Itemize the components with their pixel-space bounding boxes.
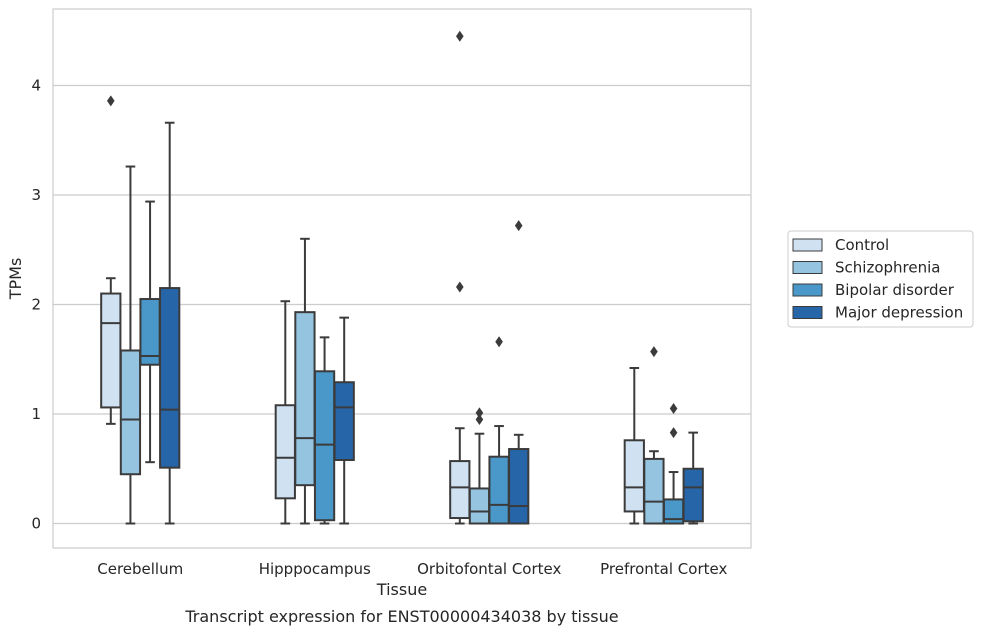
box-iqr: [333, 381, 355, 461]
box-major-depression: [508, 220, 530, 525]
box-major-depression: [682, 431, 704, 525]
box-major-depression: [333, 316, 355, 525]
box-iqr: [623, 439, 645, 513]
outlier-point: [669, 427, 678, 439]
legend-label: Bipolar disorder: [835, 281, 955, 299]
box-control: [100, 95, 122, 425]
legend-swatch: [792, 238, 823, 252]
x-tick-label: Cerebellum: [97, 560, 183, 578]
outlier-point: [669, 403, 678, 415]
box-iqr: [274, 404, 296, 500]
outlier-point: [514, 220, 523, 232]
x-tick-label: Prefrontal Cortex: [600, 560, 727, 578]
box-iqr: [488, 455, 510, 525]
x-tick-label: Hipppocampus: [259, 560, 371, 578]
box-iqr: [139, 298, 161, 366]
x-axis-ticks: Cerebellum Hipppocampus Orbitofontal Corte…: [97, 560, 727, 578]
chart-caption: Transcript expression for ENST0000043403…: [184, 607, 618, 626]
outlier-point: [475, 413, 484, 425]
box-iqr: [449, 460, 471, 520]
outlier-point: [107, 95, 115, 107]
box-iqr: [119, 349, 142, 476]
box-iqr: [294, 311, 316, 487]
box-control: [449, 30, 471, 525]
y-tick-label: 1: [31, 405, 41, 423]
y-tick-label: 2: [31, 296, 41, 314]
legend: Control Schizophrenia Bipolar disorder Majo…: [787, 230, 974, 328]
y-tick-label: 4: [31, 77, 41, 95]
box-iqr: [100, 292, 122, 409]
y-axis-ticks: 0 1 2 3 4: [31, 77, 41, 533]
y-tick-label: 0: [31, 515, 41, 533]
outlier-point: [650, 346, 658, 358]
plot-area-frame: [52, 8, 752, 549]
legend-label: Control: [835, 236, 889, 254]
box-iqr: [508, 448, 530, 525]
y-axis-label: TPMs: [6, 258, 25, 301]
x-tick-label: Orbitofontal Cortex: [417, 560, 561, 578]
box-iqr: [682, 467, 704, 523]
outlier-point: [456, 281, 464, 293]
box-schizophrenia: [643, 346, 665, 525]
outlier-point: [475, 407, 484, 419]
box-control: [623, 367, 645, 525]
box-iqr: [159, 287, 181, 469]
y-tick-label: 3: [31, 186, 41, 204]
box-schizophrenia: [119, 165, 142, 525]
boxes: [100, 30, 704, 525]
legend-frame: [787, 230, 974, 328]
legend-label: Schizophrenia: [835, 259, 940, 277]
legend-swatch: [792, 261, 823, 274]
box-schizophrenia: [294, 237, 316, 525]
outlier-point: [495, 336, 503, 348]
box-iqr: [643, 457, 665, 525]
box-bipolar-disorder: [662, 403, 685, 525]
box-schizophrenia: [468, 407, 491, 525]
x-axis-label: Tissue: [376, 580, 427, 599]
box-bipolar-disorder: [313, 336, 336, 525]
box-iqr: [468, 487, 491, 525]
legend-label: Major depression: [835, 304, 963, 322]
box-control: [274, 300, 296, 525]
box-major-depression: [159, 121, 181, 525]
box-iqr: [313, 370, 336, 522]
legend-swatch: [792, 283, 823, 297]
box-bipolar-disorder: [488, 336, 510, 525]
outlier-point: [456, 30, 464, 42]
box-bipolar-disorder: [139, 200, 161, 464]
legend-swatch: [792, 306, 823, 319]
